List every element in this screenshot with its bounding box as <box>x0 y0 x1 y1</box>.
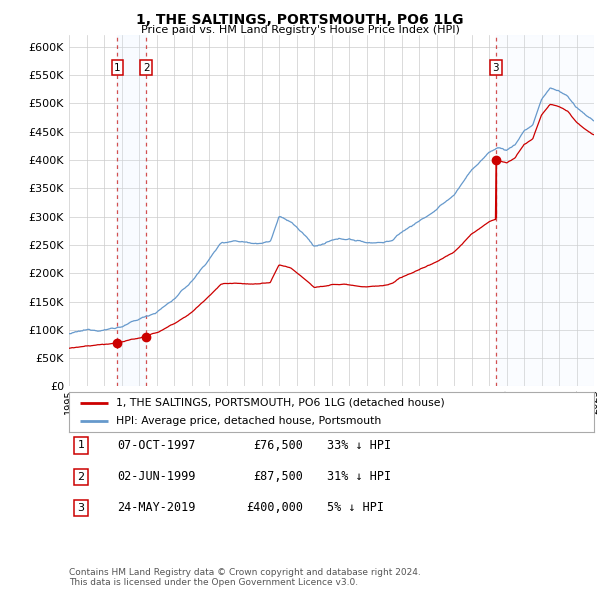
Text: 1: 1 <box>77 441 85 450</box>
Text: HPI: Average price, detached house, Portsmouth: HPI: Average price, detached house, Port… <box>116 416 382 426</box>
Text: 3: 3 <box>77 503 85 513</box>
Text: 1, THE SALTINGS, PORTSMOUTH, PO6 1LG: 1, THE SALTINGS, PORTSMOUTH, PO6 1LG <box>136 13 464 27</box>
Text: 02-JUN-1999: 02-JUN-1999 <box>117 470 196 483</box>
Bar <box>118 35 146 386</box>
Text: 31% ↓ HPI: 31% ↓ HPI <box>327 470 391 483</box>
Bar <box>496 35 594 386</box>
Text: Contains HM Land Registry data © Crown copyright and database right 2024.
This d: Contains HM Land Registry data © Crown c… <box>69 568 421 587</box>
Text: Price paid vs. HM Land Registry's House Price Index (HPI): Price paid vs. HM Land Registry's House … <box>140 25 460 35</box>
Text: £400,000: £400,000 <box>246 502 303 514</box>
Text: £87,500: £87,500 <box>253 470 303 483</box>
Text: 1, THE SALTINGS, PORTSMOUTH, PO6 1LG (detached house): 1, THE SALTINGS, PORTSMOUTH, PO6 1LG (de… <box>116 398 445 408</box>
Text: 33% ↓ HPI: 33% ↓ HPI <box>327 439 391 452</box>
Text: 2: 2 <box>143 63 149 73</box>
Text: 07-OCT-1997: 07-OCT-1997 <box>117 439 196 452</box>
Text: 3: 3 <box>493 63 499 73</box>
Text: 2: 2 <box>77 472 85 481</box>
Text: 5% ↓ HPI: 5% ↓ HPI <box>327 502 384 514</box>
Text: 24-MAY-2019: 24-MAY-2019 <box>117 502 196 514</box>
Text: 1: 1 <box>114 63 121 73</box>
Text: £76,500: £76,500 <box>253 439 303 452</box>
